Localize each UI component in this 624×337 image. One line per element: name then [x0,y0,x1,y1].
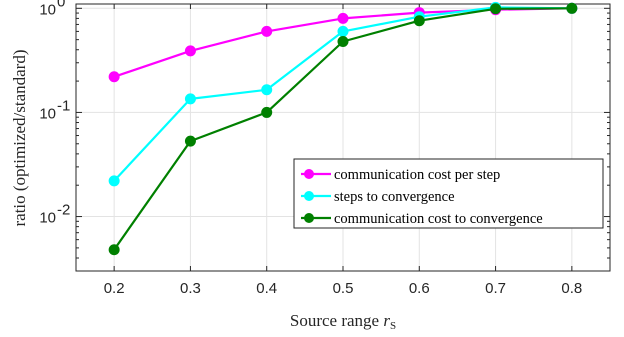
data-point [184,93,196,105]
data-point [490,3,502,15]
x-tick-label: 0.6 [409,280,430,297]
legend-marker [304,213,314,223]
data-point [566,2,578,14]
legend-marker [304,169,314,179]
data-point [184,135,196,147]
x-tick-label: 0.3 [180,280,201,297]
y-tick-label: 10 [39,210,56,227]
data-point [413,15,425,27]
x-tick-label: 0.5 [333,280,354,297]
legend-label: communication cost per step [334,167,500,183]
x-axis-label: Source range rS [290,311,396,332]
x-tick-label: 0.4 [256,280,277,297]
y-tick-exponent: 0 [57,0,65,10]
legend-box [293,158,604,229]
y-axis-label: ratio (optimized/standard) [10,49,29,226]
legend-label: steps to convergence [334,189,455,205]
data-point [108,244,120,256]
x-tick-label: 0.2 [104,280,125,297]
data-point [261,25,273,37]
data-point [337,25,349,37]
data-point [108,71,120,83]
y-tick-exponent: -1 [57,97,70,114]
data-point [184,45,196,57]
data-point [337,12,349,24]
data-point [108,175,120,187]
legend-marker [304,191,314,201]
data-point [337,36,349,48]
x-tick-label: 0.7 [485,280,506,297]
legend-label: communication cost to convergence [334,211,543,227]
x-tick-label: 0.8 [561,280,582,297]
data-point [261,84,273,96]
series [108,1,578,256]
y-tick-label: 10 [39,105,56,122]
y-tick-label: 10 [39,1,56,18]
legend: communication cost per step steps to conv… [293,158,604,229]
y-tick-exponent: -2 [57,202,70,219]
data-point [261,106,273,118]
